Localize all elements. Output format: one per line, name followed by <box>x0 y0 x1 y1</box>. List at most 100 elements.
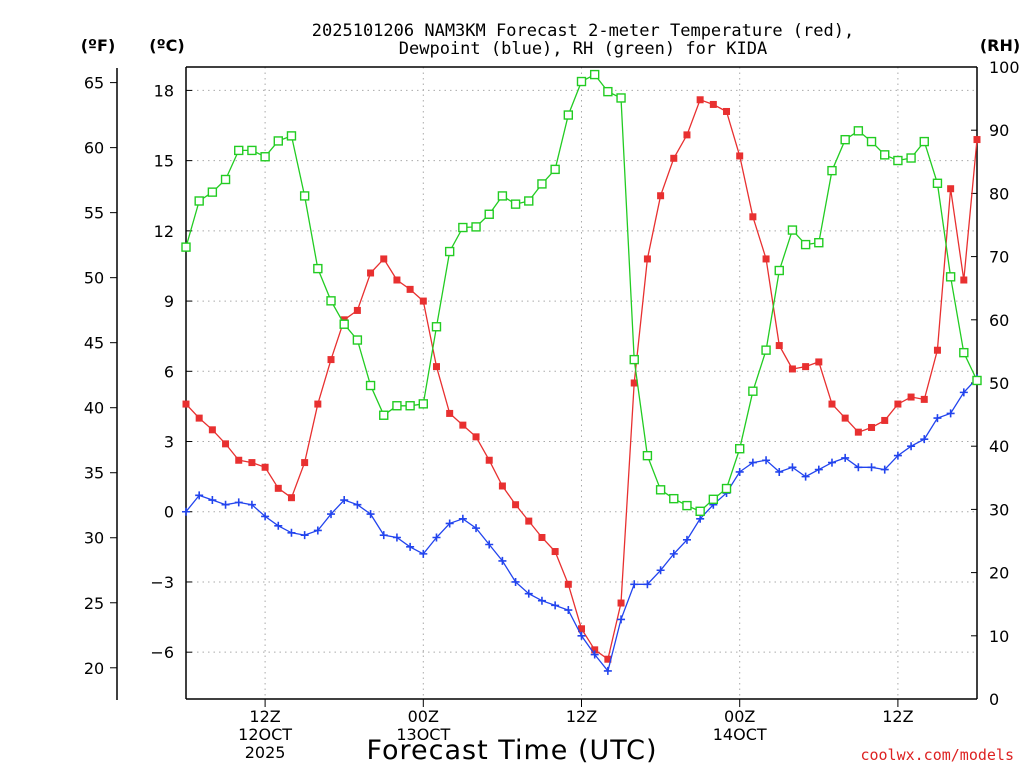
dewpoint-point <box>696 514 705 523</box>
rh-point <box>431 322 442 332</box>
temperature-point <box>327 356 335 364</box>
x-tick-label: 00Z 13OCT <box>396 707 450 744</box>
fahrenheit-tick-label: 40 <box>84 399 104 418</box>
temperature-point <box>419 297 427 305</box>
celsius-tick-label: −6 <box>150 643 174 662</box>
rh-point <box>247 145 257 156</box>
temperature-point <box>459 421 467 429</box>
temperature-point <box>274 484 282 492</box>
rh-tick-label: 70 <box>989 248 1009 267</box>
dewpoint-point <box>419 549 428 558</box>
temperature-point <box>643 255 651 263</box>
rh-point <box>286 131 297 141</box>
rh-point <box>800 239 811 250</box>
temperature-point <box>617 599 625 607</box>
x-tick-label-line: 00Z <box>724 707 755 726</box>
temperature-point <box>657 192 665 200</box>
temperature-point <box>723 107 731 115</box>
temperature-point <box>894 400 902 408</box>
temperature-point <box>749 213 757 221</box>
temperature-point <box>802 363 810 371</box>
rh-tick-label: 50 <box>989 374 1009 393</box>
dewpoint-point <box>827 458 836 467</box>
dewpoint-point <box>643 580 652 589</box>
temperature-point <box>960 276 968 284</box>
temperature-point <box>709 100 717 108</box>
dewpoint-point <box>577 631 586 640</box>
rh-point <box>708 494 719 504</box>
rh-point <box>695 506 705 516</box>
temperature-point <box>512 501 520 509</box>
x-tick-label-line: 00Z <box>408 707 439 726</box>
rh-point <box>787 225 798 235</box>
temperature-point <box>485 456 493 464</box>
dewpoint-point <box>669 549 678 558</box>
rh-point <box>669 493 679 504</box>
rh-tick-label: 60 <box>989 311 1009 330</box>
grid-lines <box>186 67 977 699</box>
temperature-point <box>235 456 243 464</box>
rh-point <box>352 335 363 345</box>
rh-point <box>629 354 639 365</box>
dewpoint-point <box>682 535 691 544</box>
rh-point <box>748 386 758 396</box>
dewpoint-point <box>788 463 797 472</box>
dewpoint-point <box>498 556 507 565</box>
rh-tick-label: 80 <box>989 184 1009 203</box>
temperature-point <box>353 306 361 314</box>
x-tick-label-line: 12OCT <box>238 725 292 744</box>
dewpoint-point <box>801 472 810 481</box>
dewpoint-point <box>287 528 296 537</box>
rh-point <box>181 242 191 252</box>
celsius-tick-label: 0 <box>164 503 174 522</box>
dewpoint-point <box>920 435 929 444</box>
x-tick-label-line: 12Z <box>882 707 913 726</box>
rh-axis-unit: (RH) <box>980 36 1020 55</box>
temperature-point <box>208 426 216 434</box>
celsius-tick-label: 18 <box>154 81 174 100</box>
fahrenheit-tick-label: 60 <box>84 139 104 158</box>
rh-point <box>220 174 231 185</box>
temperature-point <box>696 96 704 104</box>
rh-point <box>524 196 534 206</box>
dewpoint-point <box>366 510 375 519</box>
temperature-point <box>498 482 506 490</box>
rh-point <box>563 110 574 120</box>
dewpoint-point <box>814 465 823 474</box>
temperature-point <box>182 400 190 408</box>
tick-labels: 1815129630−3−665605550454035302520100908… <box>84 58 1020 762</box>
temperature-point <box>287 494 295 502</box>
dewpoint-point <box>261 512 270 521</box>
rh-tick-label: 20 <box>989 564 1009 583</box>
temperature-point <box>815 358 823 366</box>
rh-point <box>906 153 916 163</box>
chart-title-line-2: Dewpoint (blue), RH (green) for KIDA <box>399 39 767 59</box>
rh-point <box>392 401 402 411</box>
temperature-point <box>432 363 440 371</box>
x-tick-label-line: 2025 <box>245 743 286 762</box>
celsius-tick-label: 6 <box>164 362 174 381</box>
x-tick-label-line: 13OCT <box>396 725 450 744</box>
celsius-tick-label: −3 <box>150 573 174 592</box>
rh-point <box>721 483 732 494</box>
rh-point <box>642 450 653 461</box>
x-tick-label-line: 14OCT <box>713 725 767 744</box>
rh-point <box>339 319 349 329</box>
rh-point <box>299 191 310 201</box>
rh-point <box>484 209 494 219</box>
dewpoint-point <box>406 542 415 551</box>
rh-point <box>326 296 336 306</box>
x-tick-label: 12Z <box>566 707 597 726</box>
temperature-point <box>406 285 414 293</box>
rh-tick-label: 0 <box>989 690 999 709</box>
rh-tick-label: 10 <box>989 627 1009 646</box>
dewpoint-point <box>300 531 309 540</box>
temperature-point <box>868 423 876 431</box>
x-tick-label: 12Z <box>882 707 913 726</box>
dewpoint-point <box>959 388 968 397</box>
temperature-point <box>367 269 375 277</box>
rh-point <box>576 76 587 87</box>
temperature-point <box>881 416 889 424</box>
rh-point <box>840 134 850 145</box>
rh-point <box>405 401 415 411</box>
